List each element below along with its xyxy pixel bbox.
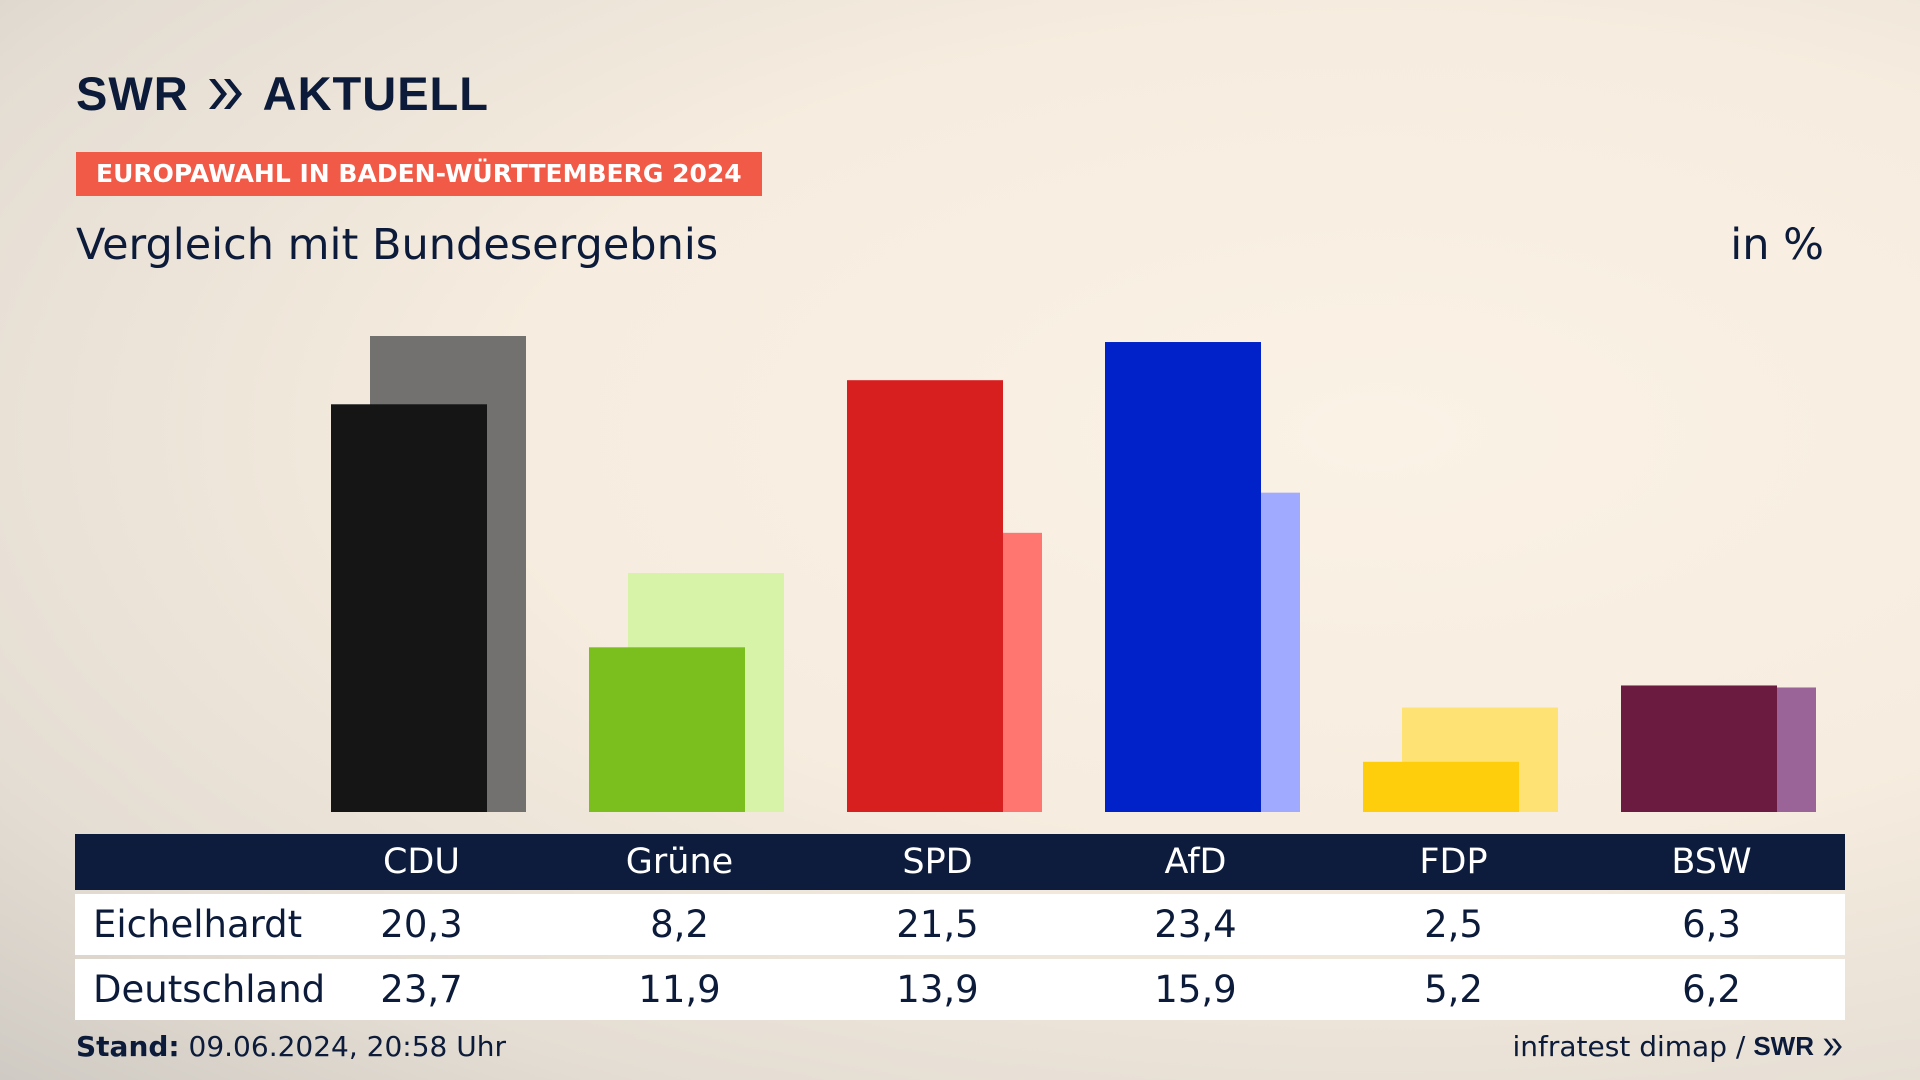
table-cell: 5,2 (1424, 968, 1483, 1011)
column-header-spd: SPD (902, 842, 973, 882)
table-cell: 20,3 (380, 903, 463, 946)
bar-eichelhardt-grüne (589, 647, 745, 812)
column-header-afd: AfD (1164, 842, 1227, 882)
double-chevron-right-icon (1823, 1038, 1842, 1055)
bar-eichelhardt-cdu (331, 404, 487, 812)
stand-label: Stand: (76, 1030, 180, 1063)
chart-subtitle: Vergleich mit Bundesergebnis (76, 220, 719, 270)
double-chevron-right-icon (208, 78, 242, 109)
table-row: Deutschland 23,7 11,9 13,9 15,9 5,2 6,2 (75, 959, 1845, 1020)
table-cell: 21,5 (896, 903, 979, 946)
table-row: Eichelhardt 20,3 8,2 21,5 23,4 2,5 6,3 (75, 894, 1845, 955)
stand-value: 09.06.2024, 20:58 Uhr (188, 1030, 506, 1063)
column-header-bsw: BSW (1671, 842, 1752, 882)
bar-eichelhardt-bsw (1621, 685, 1777, 812)
unit-label: in % (1730, 220, 1824, 270)
table-cell: 2,5 (1424, 903, 1483, 946)
stand-info: Stand: 09.06.2024, 20:58 Uhr (76, 1030, 506, 1063)
row-label: Eichelhardt (93, 903, 303, 946)
logo-word: AKTUELL (262, 67, 489, 120)
bar-chart (331, 336, 1816, 812)
topic-badge: EUROPAWAHL IN BADEN-WÜRTTEMBERG 2024 (76, 152, 762, 196)
table-cell: 13,9 (896, 968, 979, 1011)
table-cell: 23,4 (1154, 903, 1237, 946)
table-cell: 15,9 (1154, 968, 1237, 1011)
column-header-grüne: Grüne (625, 842, 734, 882)
source-text: infratest dimap / (1512, 1030, 1746, 1063)
column-header-fdp: FDP (1419, 842, 1488, 882)
bar-eichelhardt-afd (1105, 342, 1261, 812)
column-header-cdu: CDU (382, 842, 460, 882)
row-label: Deutschland (93, 968, 326, 1011)
source-brand: SWR (1753, 1031, 1814, 1061)
source-info: infratest dimap / SWR (1513, 1030, 1845, 1063)
bar-eichelhardt-spd (847, 380, 1003, 812)
table-cell: 8,2 (650, 903, 709, 946)
results-table: CDU Grüne SPD AfD FDP BSW Eichelhardt 20,3 8,2… (75, 834, 1845, 1020)
logo-brand: SWR (76, 67, 189, 120)
table-cell: 6,2 (1682, 968, 1741, 1011)
table-cell: 23,7 (380, 968, 463, 1011)
swr-aktuell-logo: SWR AKTUELL (76, 66, 489, 121)
table-header: CDU Grüne SPD AfD FDP BSW (75, 834, 1845, 890)
table-cell: 6,3 (1682, 903, 1741, 946)
table-cell: 11,9 (638, 968, 721, 1011)
bar-eichelhardt-fdp (1363, 761, 1519, 812)
